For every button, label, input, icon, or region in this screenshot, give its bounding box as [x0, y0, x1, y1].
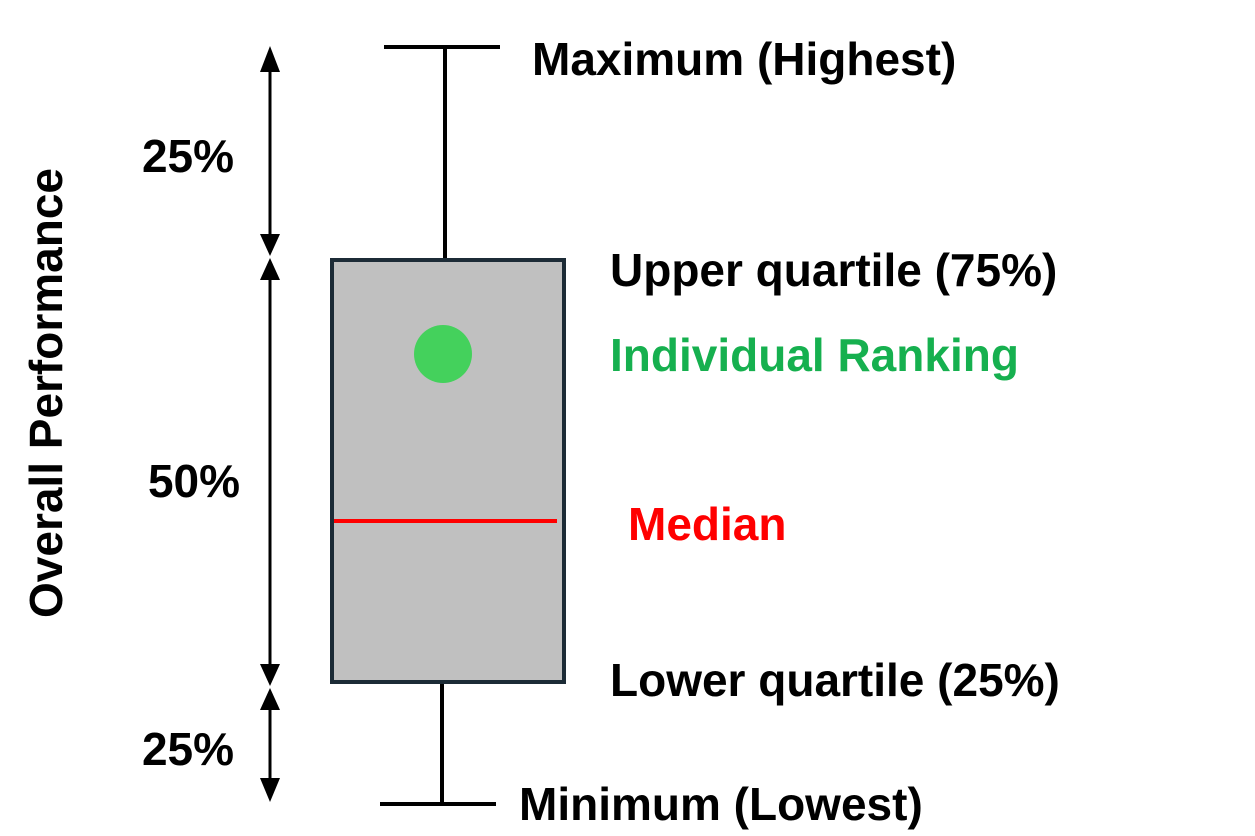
median-label: Median [628, 498, 786, 550]
interquartile-box [330, 258, 566, 684]
lower-quartile-label: Lower quartile (25%) [610, 654, 1060, 706]
arrow-top-down-head [260, 234, 280, 256]
arrow-bottom-up-head [260, 688, 280, 710]
individual-ranking-point [414, 325, 472, 383]
arrow-middle-down-head [260, 664, 280, 686]
percent-label-bottom: 25% [142, 723, 234, 775]
minimum-label: Minimum (Lowest) [519, 778, 923, 830]
upper-quartile-label: Upper quartile (75%) [610, 244, 1057, 296]
arrow-top-up-head [260, 46, 280, 72]
y-axis-label: Overall Performance [20, 168, 72, 618]
arrow-middle-up-head [260, 258, 280, 280]
maximum-label: Maximum (Highest) [532, 33, 956, 85]
percent-arrows [260, 46, 280, 802]
individual-ranking-label: Individual Ranking [610, 329, 1019, 381]
percent-label-middle: 50% [148, 455, 240, 507]
arrow-bottom-down-head [260, 778, 280, 802]
percent-label-top: 25% [142, 130, 234, 182]
